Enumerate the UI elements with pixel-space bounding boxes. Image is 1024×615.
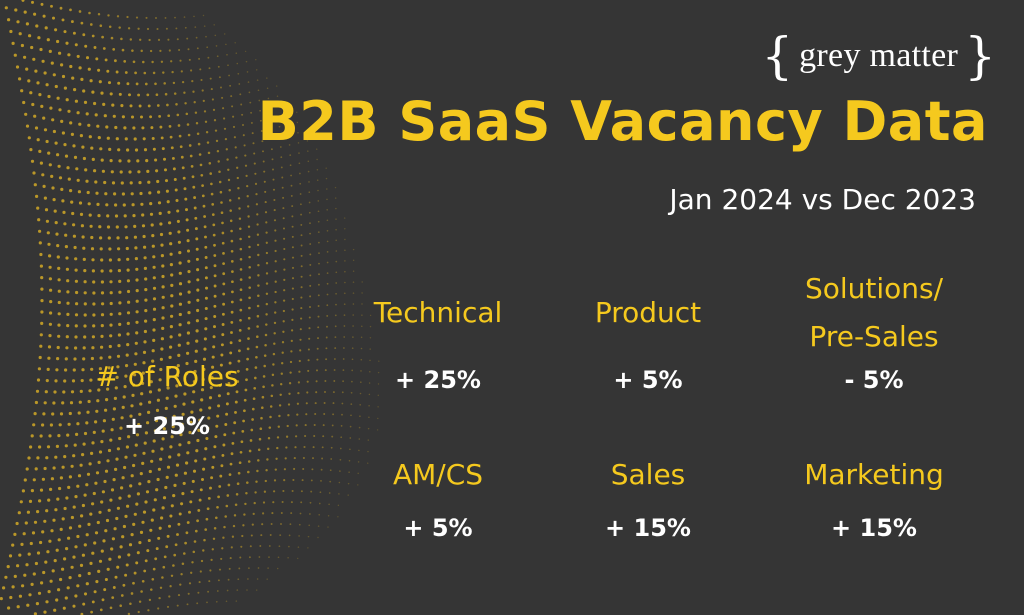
overall-roles-label: # of Roles: [95, 360, 239, 393]
category-product-value: + 5%: [613, 366, 683, 394]
logo-brace-close: }: [964, 27, 996, 85]
category-sales-value: + 15%: [605, 514, 691, 542]
grey-matter-logo: { grey matter }: [761, 26, 996, 86]
category-amcs-label: AM/CS: [392, 458, 484, 491]
category-technical-value: + 25%: [395, 366, 481, 394]
category-marketing-label: Marketing: [804, 458, 944, 491]
category-sales-label: Sales: [610, 458, 686, 491]
category-technical-label: Technical: [373, 296, 503, 329]
category-marketing-value: + 15%: [831, 514, 917, 542]
category-solutions-label-line2: Pre-Sales: [809, 320, 939, 353]
dot-field: [0, 0, 380, 615]
page-title: B2B SaaS Vacancy Data: [257, 90, 988, 153]
overall-roles-value: + 25%: [124, 412, 210, 440]
category-amcs-value: + 5%: [403, 514, 473, 542]
logo-brace-open: {: [761, 27, 794, 85]
category-solutions-label-line1: Solutions/: [804, 272, 944, 305]
category-solutions-value: - 5%: [844, 366, 904, 394]
logo-wordmark: grey matter: [799, 37, 959, 74]
page-subtitle: Jan 2024 vs Dec 2023: [669, 183, 976, 216]
category-product-label: Product: [594, 296, 702, 329]
